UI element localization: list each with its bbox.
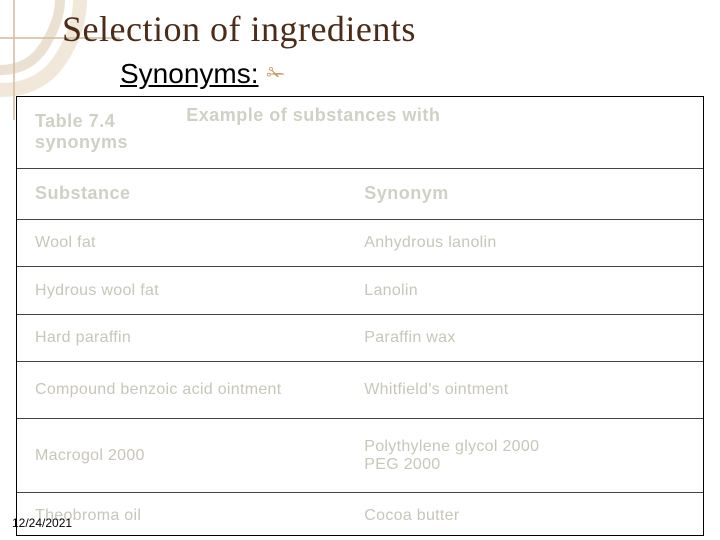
table-caption-row: Table 7.4 synonyms Example of substances… bbox=[17, 97, 703, 168]
table-row: Theobroma oil Cocoa butter bbox=[17, 493, 703, 535]
cell-substance: Macrogol 2000 bbox=[17, 419, 346, 493]
cell-substance: Hard paraffin bbox=[17, 314, 346, 362]
caption-left-line1: Table 7.4 bbox=[35, 111, 115, 131]
table-row: Compound benzoic acid ointment Whitfield… bbox=[17, 362, 703, 419]
table-caption-right: Example of substances with bbox=[346, 97, 703, 168]
cell-substance-text: Compound benzoic acid ointment bbox=[35, 379, 295, 401]
cell-synonym-line2: PEG 2000 bbox=[364, 456, 440, 473]
table-row: Hydrous wool fat Lanolin bbox=[17, 267, 703, 315]
cell-substance: Hydrous wool fat bbox=[17, 267, 346, 315]
cell-synonym: Anhydrous lanolin bbox=[346, 219, 703, 267]
subtitle-row: Synonyms: ✁ bbox=[120, 58, 285, 90]
col-header-synonym: Synonym bbox=[346, 168, 703, 219]
table-row: Wool fat Anhydrous lanolin bbox=[17, 219, 703, 267]
caption-right-text: Example of substances with bbox=[186, 105, 440, 126]
cell-synonym: Paraffin wax bbox=[346, 314, 703, 362]
synonyms-table: Table 7.4 synonyms Example of substances… bbox=[17, 97, 703, 535]
cell-substance: Wool fat bbox=[17, 219, 346, 267]
cell-synonym: Polythylene glycol 2000 PEG 2000 bbox=[346, 419, 703, 493]
cell-synonym: Whitfield's ointment bbox=[346, 362, 703, 419]
subtitle-text: Synonyms: bbox=[120, 58, 259, 90]
synonyms-table-image: Table 7.4 synonyms Example of substances… bbox=[16, 96, 704, 536]
caption-left-line2: synonyms bbox=[35, 132, 128, 152]
col-header-substance: Substance bbox=[17, 168, 346, 219]
cell-substance: Compound benzoic acid ointment bbox=[17, 362, 346, 419]
table-row: Hard paraffin Paraffin wax bbox=[17, 314, 703, 362]
page-title: Selection of ingredients bbox=[62, 8, 416, 50]
footer-date: 12/24/2021 bbox=[12, 516, 72, 530]
table-row: Macrogol 2000 Polythylene glycol 2000 PE… bbox=[17, 419, 703, 493]
cell-synonym: Cocoa butter bbox=[346, 493, 703, 535]
cell-synonym: Lanolin bbox=[346, 267, 703, 315]
bullet-icon: ✁ bbox=[267, 61, 285, 87]
cell-synonym-line1: Polythylene glycol 2000 bbox=[364, 438, 539, 455]
table-header-row: Substance Synonym bbox=[17, 168, 703, 219]
